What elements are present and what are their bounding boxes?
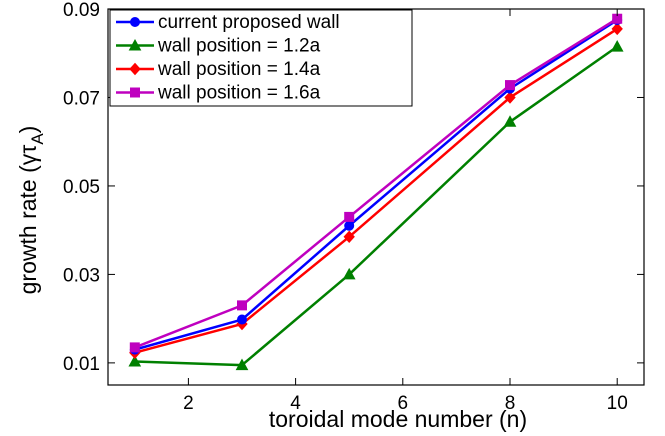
legend-label: wall position = 1.4a	[157, 59, 321, 80]
y-tick-label: 0.01	[63, 354, 100, 375]
legend-label: wall position = 1.2a	[157, 36, 321, 57]
legend-entry: wall position = 1.2a	[116, 36, 321, 57]
legend-label: wall position = 1.6a	[157, 83, 321, 104]
data-point	[343, 230, 355, 244]
data-point	[504, 91, 516, 104]
y-tick-label: 0.07	[63, 88, 100, 109]
data-point	[342, 267, 356, 280]
data-point	[503, 115, 517, 127]
legend-entry: wall position = 1.4a	[116, 59, 321, 80]
legend-entry: current proposed wall	[116, 12, 340, 33]
data-point	[344, 220, 355, 231]
legend-box	[109, 9, 413, 107]
data-point	[235, 358, 249, 371]
data-point	[610, 40, 624, 52]
series-2	[128, 40, 624, 371]
y-tick-label: 0.03	[63, 265, 100, 286]
y-tick-label: 0.05	[63, 177, 100, 198]
data-point	[129, 342, 140, 353]
legend: current proposed wall wall position = 1.2…	[109, 9, 413, 107]
legend-marker	[128, 38, 142, 51]
legend-entry: wall position = 1.6a	[116, 83, 321, 104]
legend-marker	[130, 17, 140, 27]
y-tick-label: 0.09	[63, 0, 100, 21]
data-point	[237, 314, 247, 325]
axes-layer: 2 4 6 8 10 0.01 0.03 0.05 0.07 0.09	[63, 0, 644, 414]
y-axis-label-main: growth rate (γτ	[15, 145, 41, 295]
legend-marker	[129, 62, 141, 76]
y-axis-label: growth rate (γτA)	[15, 126, 47, 295]
data-point	[344, 211, 355, 222]
data-point	[237, 300, 247, 311]
x-axis-label: toroidal mode number (n)	[269, 406, 527, 432]
y-axis-label-subscript: A	[28, 133, 47, 145]
x-tick-label: 10	[607, 393, 628, 414]
y-axis-label-close: )	[15, 126, 41, 134]
x-tick-label: 8	[505, 393, 516, 414]
data-point	[611, 22, 623, 36]
legend-label: current proposed wall	[158, 12, 340, 33]
x-tick-label: 4	[290, 393, 301, 414]
series-4	[129, 13, 623, 353]
legend-marker	[130, 87, 140, 98]
data-point	[128, 355, 142, 367]
series-layer	[128, 13, 624, 371]
x-tick-label: 2	[183, 393, 194, 414]
data-point	[505, 80, 515, 91]
x-tick-label: 6	[398, 393, 409, 414]
